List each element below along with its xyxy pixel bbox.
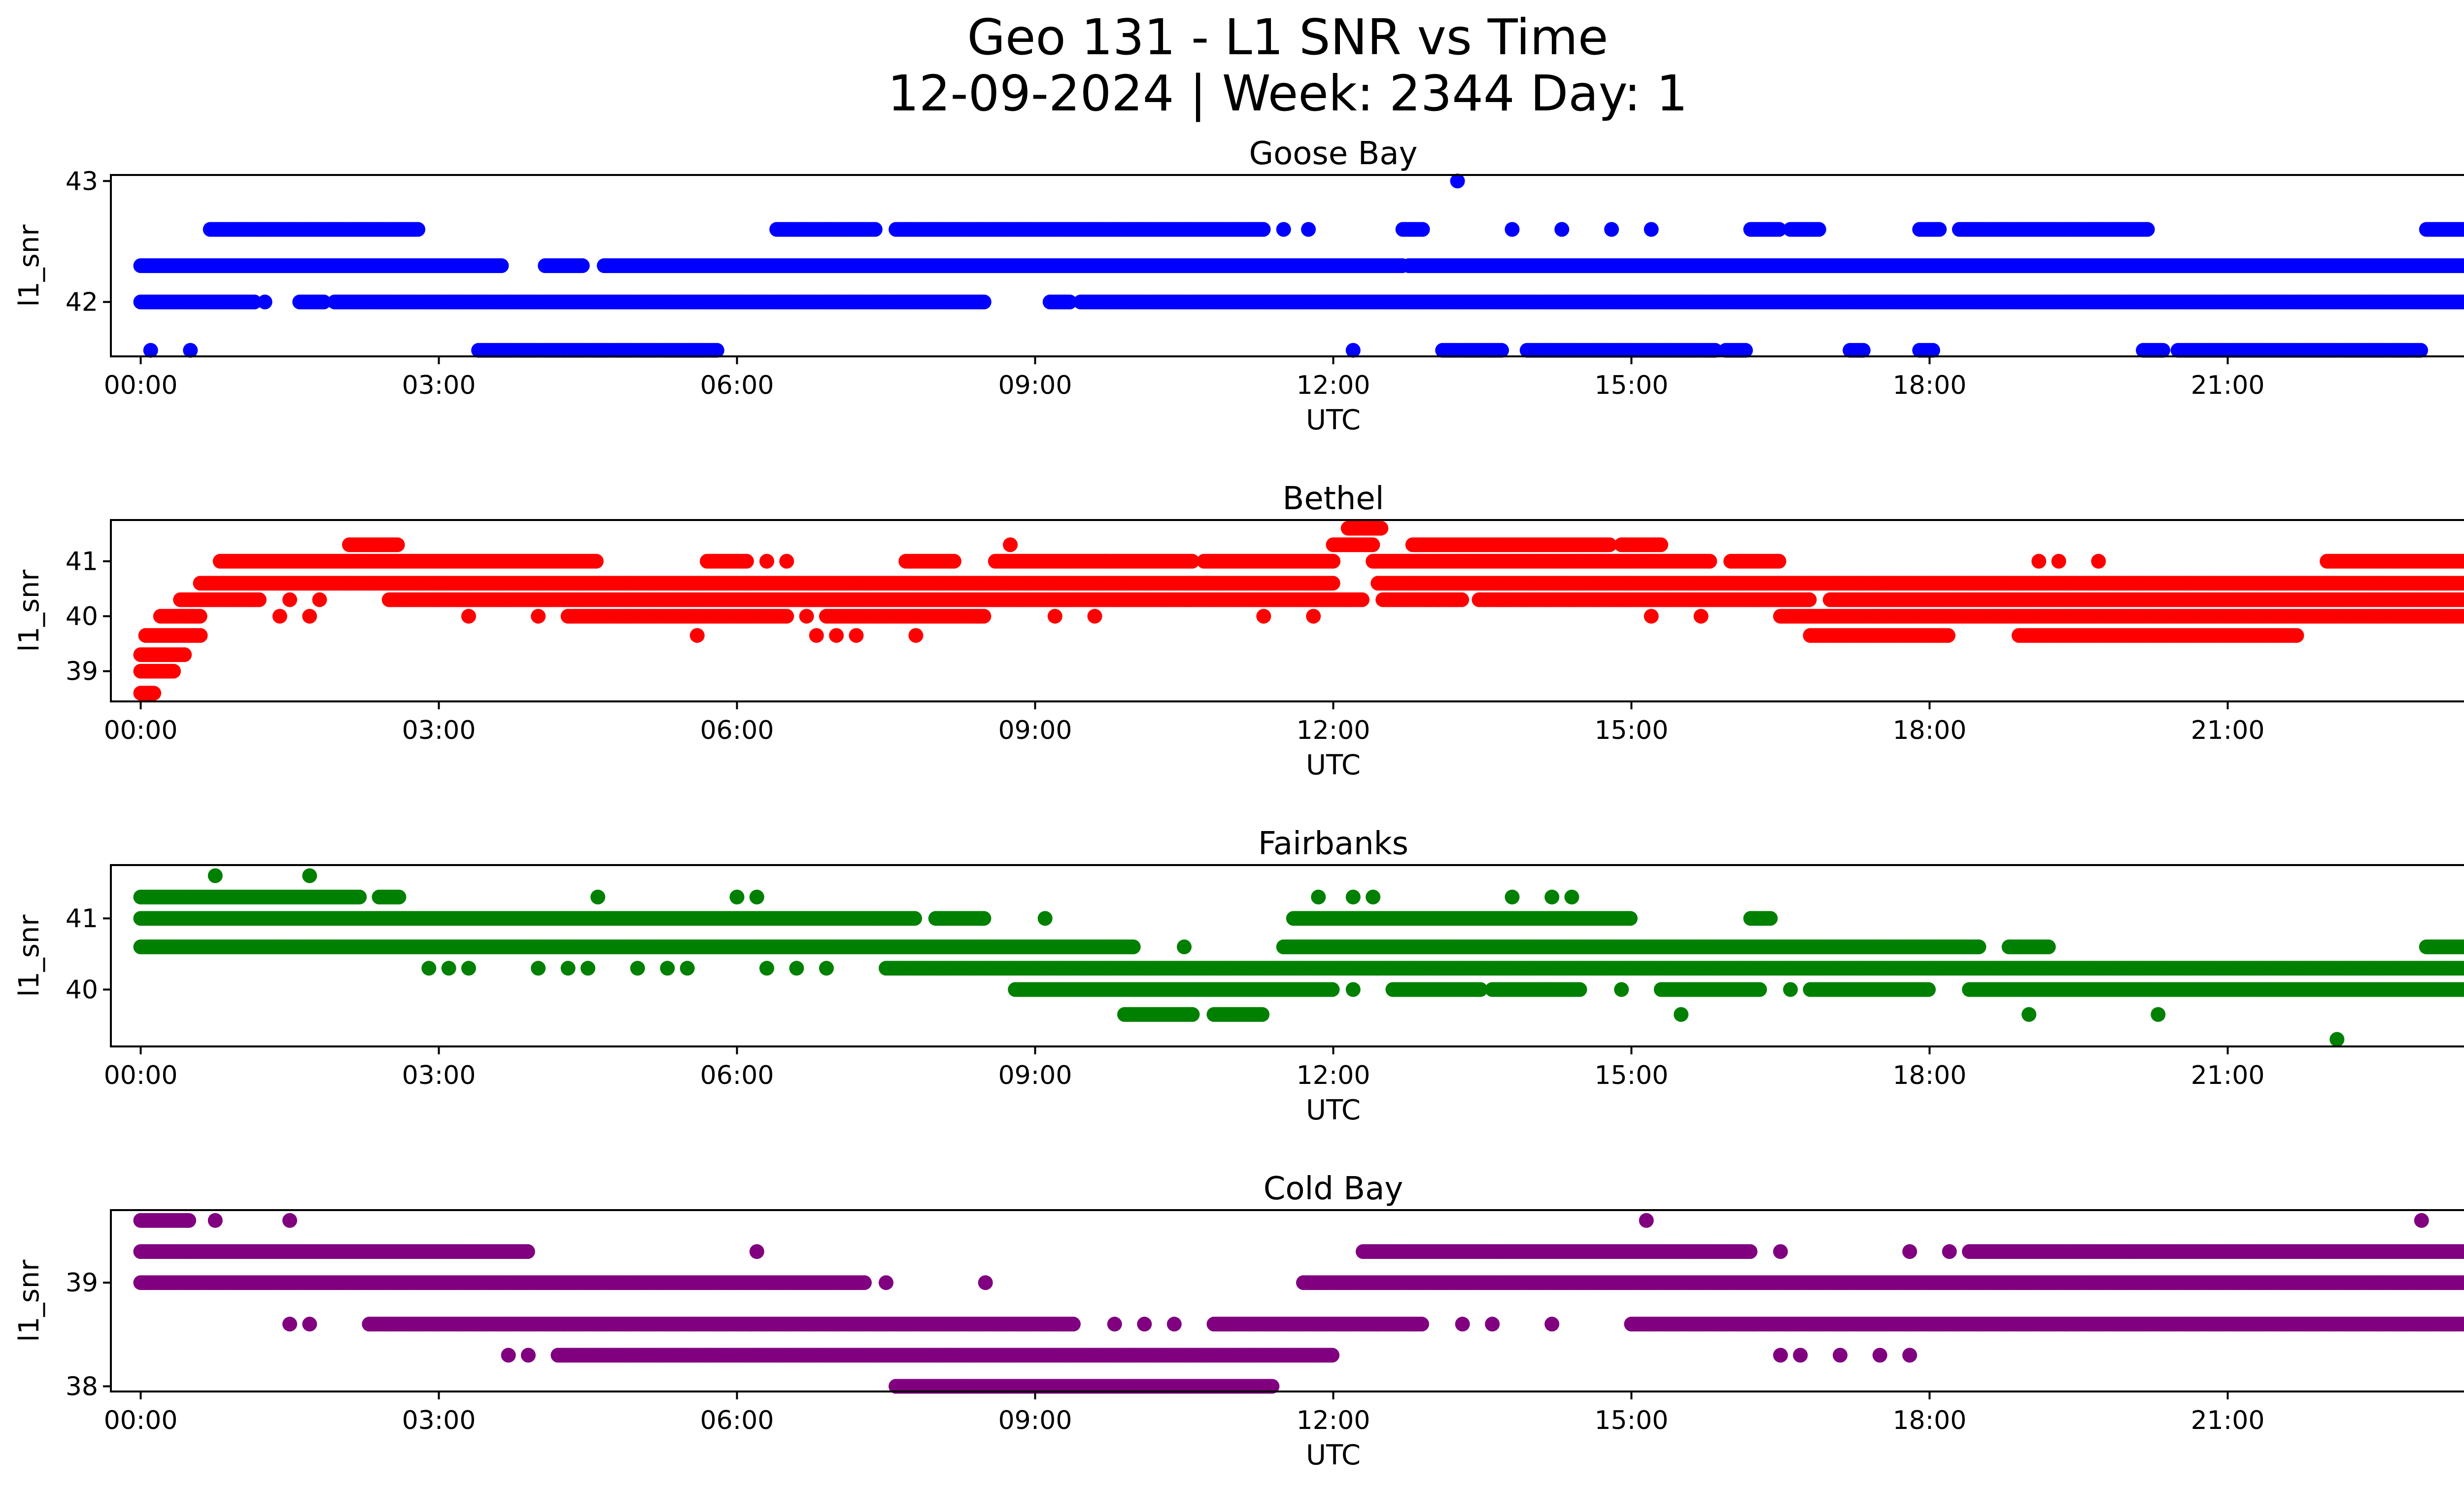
data-point — [1554, 222, 1570, 237]
x-tick-label: 18:00 — [1893, 371, 1967, 400]
data-point — [411, 222, 426, 237]
data-point — [1604, 222, 1619, 237]
data-point — [1505, 222, 1520, 237]
data-point — [2140, 222, 2155, 237]
x-tick-label: 06:00 — [700, 371, 774, 400]
data-point — [1932, 222, 1947, 237]
data-point — [1325, 576, 1340, 591]
x-axis-label: UTC — [1306, 404, 1361, 436]
x-tick-label: 12:00 — [1297, 371, 1370, 400]
figure-title-line1: Geo 131 - L1 SNR vs Time — [967, 8, 1608, 66]
x-tick-label: 03:00 — [402, 371, 476, 400]
data-point — [494, 258, 509, 273]
data-point — [575, 258, 590, 273]
data-point — [1301, 222, 1316, 237]
x-tick-label: 21:00 — [2191, 371, 2265, 400]
data-point — [1802, 592, 1817, 607]
data-point — [1355, 592, 1369, 607]
figure-title-line2: 12-09-2024 | Week: 2344 Day: 1 — [888, 65, 1687, 122]
panel-title: Bethel — [1282, 481, 1384, 517]
panels: Goose Bay 00:00 03:00 06:00 09:00 12:00 15:00 1… — [13, 136, 2464, 1471]
data-point — [1256, 222, 1271, 237]
x-tick-label: 09:00 — [998, 371, 1072, 400]
panel-goose-bay: Goose Bay 00:00 03:00 06:00 09:00 12:00 15:00 1… — [13, 136, 2464, 436]
data-point — [251, 592, 267, 607]
data-point — [1811, 222, 1826, 237]
y-tick-label: 43 — [66, 167, 98, 196]
data-point — [1643, 222, 1659, 237]
data-point — [1454, 592, 1470, 607]
data-point — [1415, 222, 1430, 237]
data-point — [976, 294, 992, 310]
x-tick-label: 00:00 — [104, 371, 178, 400]
x-tick-label: 15:00 — [1595, 371, 1669, 400]
data-points — [133, 521, 2464, 701]
y-tick-label: 42 — [66, 288, 98, 317]
panel-title: Goose Bay — [1249, 136, 1418, 172]
data-point — [257, 294, 273, 310]
data-points — [133, 174, 2464, 358]
y-axis-label: l1_snr — [13, 224, 45, 307]
data-point — [867, 222, 883, 237]
data-point — [1276, 222, 1291, 237]
